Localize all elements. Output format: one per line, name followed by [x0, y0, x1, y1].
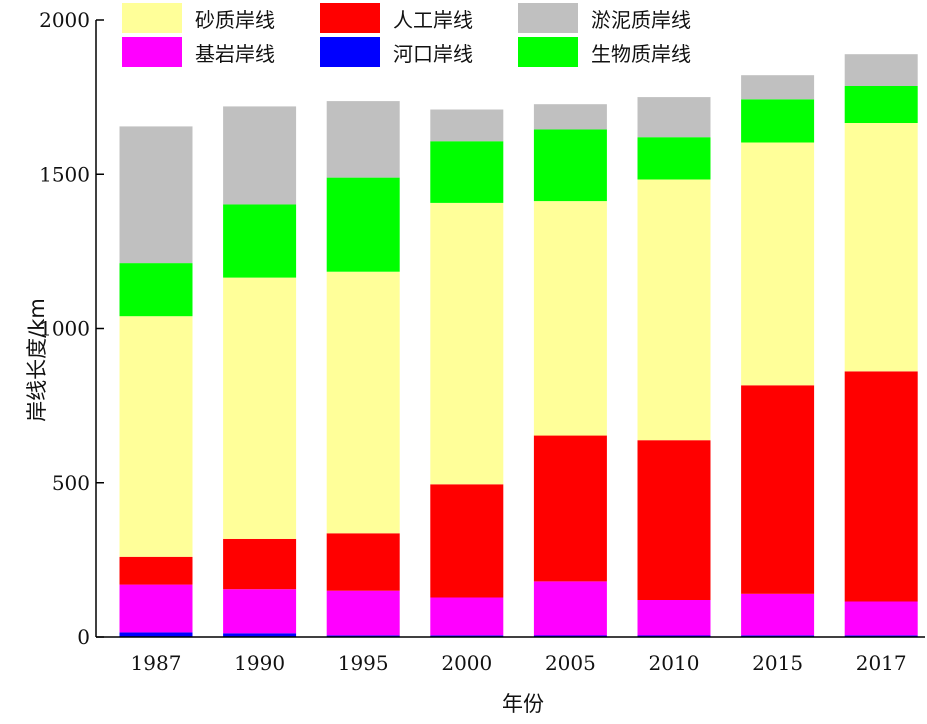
legend-label-estuary: 河口岸线	[393, 41, 473, 66]
legend-swatch-sandy	[122, 3, 182, 33]
legend-label-muddy: 淤泥质岸线	[591, 7, 691, 32]
bar-segment-1990-s1	[223, 589, 297, 634]
bar-segment-1995-s4	[326, 177, 400, 272]
bar-segment-2015-s1	[741, 593, 815, 636]
y-tick-label-1000: 1000	[39, 317, 90, 341]
bar-segment-1995-s1	[326, 590, 400, 636]
legend-item-biological: 生物质岸线	[518, 36, 691, 68]
y-tick-label-2000: 2000	[39, 8, 90, 32]
bar-segment-2005-s4	[533, 129, 607, 202]
bar-segment-1990-s3	[223, 277, 297, 539]
bar-segment-2005-s3	[533, 201, 607, 436]
legend-label-sandy: 砂质岸线	[195, 7, 275, 32]
legend-swatch-artificial	[320, 3, 380, 33]
bar-segment-2010-s1	[637, 600, 711, 636]
x-tick-label-1995: 1995	[338, 651, 389, 675]
x-axis-title: 年份	[502, 692, 544, 716]
bar-segment-1995-s5	[326, 101, 400, 178]
legend-item-muddy: 淤泥质岸线	[518, 2, 691, 34]
bars-group	[119, 54, 918, 637]
legend: 砂质岸线 人工岸线 淤泥质岸线 基岩岸线 河口岸线 生物质岸线	[122, 2, 722, 70]
legend-item-estuary: 河口岸线	[320, 36, 473, 68]
bar-segment-1990-s0	[223, 633, 297, 637]
bar-segment-2005-s2	[533, 435, 607, 582]
x-tick-label-2000: 2000	[441, 651, 492, 675]
y-tick-label-0: 0	[77, 625, 90, 649]
legend-swatch-bedrock	[122, 37, 182, 67]
y-tick-label-1500: 1500	[39, 162, 90, 186]
bar-segment-2015-s5	[741, 75, 815, 100]
x-tick-label-2010: 2010	[649, 651, 700, 675]
legend-label-bedrock: 基岩岸线	[195, 41, 275, 66]
bar-segment-2000-s4	[430, 141, 504, 203]
bar-segment-2010-s2	[637, 440, 711, 600]
legend-item-sandy: 砂质岸线	[122, 2, 275, 34]
bar-segment-2005-s5	[533, 104, 607, 130]
bar-segment-2000-s1	[430, 597, 504, 636]
y-tick-label-500: 500	[52, 471, 90, 495]
bar-segment-2010-s3	[637, 179, 711, 441]
legend-label-biological: 生物质岸线	[591, 41, 691, 66]
bar-segment-2000-s3	[430, 202, 504, 485]
bar-segment-2000-s5	[430, 109, 504, 142]
bar-segment-2017-s4	[844, 86, 918, 123]
x-tick-label-2015: 2015	[752, 651, 803, 675]
legend-swatch-muddy	[518, 3, 578, 33]
legend-item-artificial: 人工岸线	[320, 2, 473, 34]
bar-segment-2017-s5	[844, 54, 918, 86]
legend-swatch-biological	[518, 37, 578, 67]
bar-segment-2017-s3	[844, 123, 918, 372]
bar-segment-1987-s5	[119, 126, 193, 264]
bar-segment-1987-s1	[119, 584, 193, 633]
bar-segment-1995-s3	[326, 271, 400, 534]
bar-segment-2005-s1	[533, 581, 607, 636]
bar-segment-1987-s0	[119, 632, 193, 637]
legend-item-bedrock: 基岩岸线	[122, 36, 275, 68]
y-axis-title: 岸线长度/km	[25, 298, 49, 422]
axes-group: 1987 1990 1995 2000 2005 2010 2015 2017 0 500 1000…	[39, 8, 925, 675]
bar-segment-2010-s5	[637, 97, 711, 138]
bar-segment-2017-s1	[844, 601, 918, 636]
bar-segment-2017-s2	[844, 371, 918, 602]
bar-segment-1987-s2	[119, 556, 193, 585]
bar-segment-1995-s2	[326, 533, 400, 591]
bar-segment-2015-s4	[741, 99, 815, 143]
x-tick-label-2005: 2005	[545, 651, 596, 675]
bar-segment-1990-s5	[223, 106, 297, 205]
bar-segment-1987-s3	[119, 316, 193, 557]
x-tick-label-1990: 1990	[234, 651, 285, 675]
bar-segment-2000-s2	[430, 484, 504, 598]
x-tick-label-1987: 1987	[131, 651, 182, 675]
bar-segment-1987-s4	[119, 263, 193, 317]
bar-segment-1990-s4	[223, 204, 297, 278]
legend-label-artificial: 人工岸线	[393, 7, 473, 32]
bar-segment-2015-s3	[741, 142, 815, 386]
bar-segment-2010-s4	[637, 137, 711, 180]
legend-swatch-estuary	[320, 37, 380, 67]
bar-segment-1990-s2	[223, 538, 297, 590]
x-tick-label-2017: 2017	[856, 651, 907, 675]
bar-segment-2015-s2	[741, 385, 815, 594]
